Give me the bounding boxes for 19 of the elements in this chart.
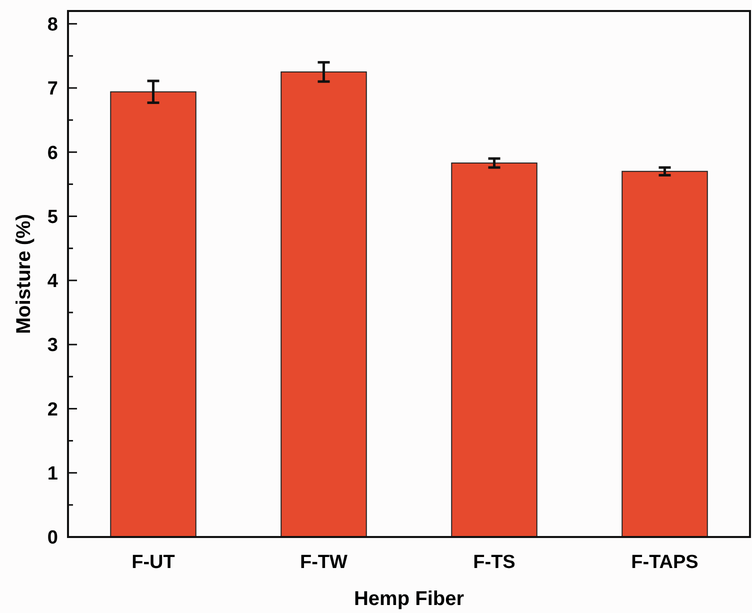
bar <box>110 91 196 538</box>
x-tick-label: F-UT <box>132 552 176 573</box>
x-tick-label: F-TS <box>473 552 516 573</box>
y-tick-label: 4 <box>47 271 58 292</box>
bar <box>451 162 538 538</box>
y-tick-label: 7 <box>47 78 58 100</box>
bar <box>622 170 708 538</box>
x-axis-title: Hemp Fiber <box>354 588 464 610</box>
y-tick-label: 0 <box>47 528 58 549</box>
bar <box>280 71 367 538</box>
y-tick-label: 8 <box>47 14 58 36</box>
y-tick-label: 6 <box>47 142 58 164</box>
y-tick-label: 3 <box>47 335 58 356</box>
y-tick-label: 1 <box>47 464 58 485</box>
y-tick-label: 5 <box>47 206 58 228</box>
y-axis-title: Moisture (%) <box>13 214 35 334</box>
x-tick-label: F-TAPS <box>631 552 698 573</box>
x-tick-label: F-TW <box>300 552 348 573</box>
y-tick-label: 2 <box>47 399 58 420</box>
